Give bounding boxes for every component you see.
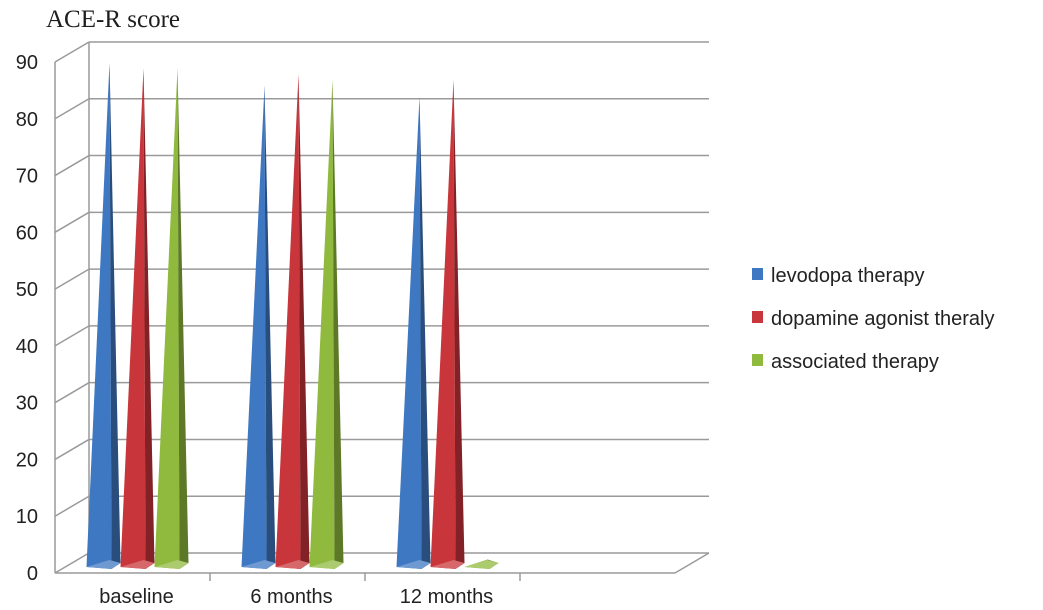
- y-axis-title: ACE-R score: [46, 6, 180, 34]
- y-tick-label: 60: [16, 222, 38, 244]
- legend-label: dopamine agonist theraly: [771, 308, 994, 330]
- cone-2-base: [465, 560, 499, 569]
- gridline-side: [55, 156, 89, 176]
- y-tick-label: 20: [16, 449, 38, 471]
- y-tick-label: 70: [16, 166, 38, 188]
- y-tick-label: 30: [16, 393, 38, 415]
- gridline-side: [55, 553, 89, 573]
- legend-swatch: [752, 311, 763, 323]
- legend-swatch: [752, 268, 763, 280]
- x-tick-label: 12 months: [400, 586, 493, 605]
- y-tick-label: 40: [16, 336, 38, 358]
- cone-0-front: [242, 85, 267, 569]
- cone-0-front: [87, 63, 112, 569]
- y-tick-label: 10: [16, 506, 38, 528]
- y-tick-label: 90: [16, 52, 38, 74]
- y-tick-label: 50: [16, 279, 38, 301]
- floor-edge: [675, 553, 709, 573]
- cone-1-front: [121, 68, 146, 569]
- y-tick-label: 0: [27, 563, 38, 585]
- gridline-side: [55, 326, 89, 346]
- gridline-side: [55, 42, 89, 62]
- cone-1-front: [431, 80, 456, 569]
- gridline-side: [55, 496, 89, 516]
- legend-label: associated therapy: [771, 351, 939, 373]
- cone-0-front: [397, 97, 422, 569]
- x-tick-label: baseline: [99, 586, 174, 605]
- y-tick-label: 80: [16, 109, 38, 131]
- legend-label: levodopa therapy: [771, 265, 924, 287]
- x-tick-label: 6 months: [250, 586, 332, 605]
- gridline-side: [55, 439, 89, 459]
- legend-swatch: [752, 354, 763, 366]
- cone-1-front: [276, 74, 301, 569]
- cone-2-front: [155, 68, 180, 569]
- gridline-side: [55, 99, 89, 119]
- gridline-side: [55, 212, 89, 232]
- cone-2-front: [310, 80, 335, 569]
- gridline-side: [55, 383, 89, 403]
- gridline-side: [55, 269, 89, 289]
